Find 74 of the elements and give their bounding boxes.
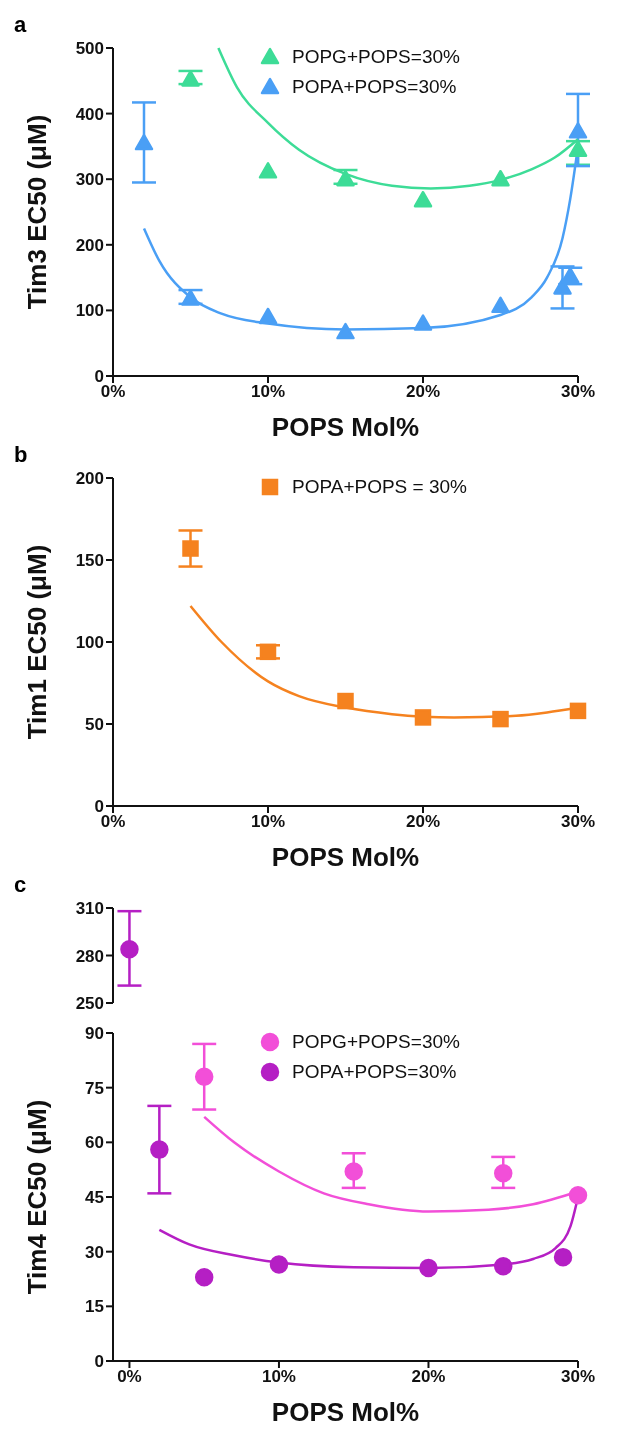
point (259, 643, 277, 661)
chart-title: b (14, 442, 28, 468)
point (493, 1256, 513, 1276)
y-tick-label: 0 (94, 1352, 104, 1372)
y-tick-label: 45 (85, 1188, 104, 1208)
legend-label: POPG+POPS=30% (292, 46, 460, 68)
x-tick-label: 20% (411, 1367, 446, 1387)
point (182, 540, 199, 557)
chart-title: a (14, 12, 27, 38)
point (258, 307, 278, 325)
point (569, 702, 587, 720)
point (194, 1267, 214, 1287)
x-axis-title: POPS Mol% (271, 412, 420, 442)
x-tick-label: 10% (250, 812, 286, 832)
point (491, 169, 510, 187)
legend-label: POPA+POPS=30% (292, 1061, 457, 1083)
point (492, 710, 509, 728)
point (493, 1164, 513, 1183)
y-tick-label: 50 (85, 715, 104, 735)
point (134, 133, 154, 151)
y-tick-label: 300 (75, 170, 104, 190)
y-axis-title: Tim1 EC50 (μM) (22, 544, 53, 740)
point (553, 1247, 573, 1267)
x-tick-label: 0% (100, 812, 126, 832)
point (181, 70, 200, 87)
point (181, 289, 200, 306)
chart-title: c (14, 872, 27, 898)
y-tick-label: 200 (75, 235, 104, 255)
point (258, 162, 278, 179)
point (150, 1140, 169, 1159)
point (414, 709, 432, 726)
x-tick-label: 20% (405, 382, 441, 402)
point (413, 190, 433, 208)
point (568, 140, 588, 157)
point (413, 314, 433, 331)
x-axis-title: POPS Mol% (271, 1397, 420, 1427)
x-tick-label: 10% (261, 1367, 296, 1387)
y-tick-label: 400 (75, 104, 104, 124)
legend-label: POPA+POPS = 30% (292, 476, 467, 498)
y-tick-label: 90 (85, 1024, 104, 1044)
x-tick-label: 30% (560, 1367, 596, 1387)
y-axis-title: Tim3 EC50 (μM) (22, 114, 53, 310)
y-tick-label: 500 (75, 39, 104, 59)
point (419, 1258, 438, 1278)
x-tick-label: 0% (117, 1367, 142, 1387)
y-tick-label: 30 (85, 1242, 104, 1262)
x-tick-label: 0% (100, 382, 126, 402)
point (336, 169, 355, 187)
y-tick-label: 100 (75, 633, 104, 653)
y-tick-label: 310 (75, 899, 104, 919)
point (269, 1255, 289, 1274)
y-axis-title: Tim4 EC50 (μM) (22, 1099, 53, 1295)
y-tick-label: 200 (75, 469, 104, 489)
y-tick-label: 250 (75, 994, 104, 1014)
point (568, 122, 588, 139)
y-tick-label: 15 (85, 1297, 104, 1317)
y-tick-label: 75 (85, 1078, 104, 1098)
y-tick-label: 60 (85, 1133, 104, 1153)
y-tick-label: 280 (75, 946, 104, 966)
x-tick-label: 30% (560, 382, 596, 402)
point (336, 322, 355, 340)
y-tick-label: 150 (75, 551, 104, 571)
point (344, 1162, 363, 1181)
point (491, 296, 510, 314)
point (337, 692, 354, 710)
point (568, 1185, 588, 1205)
legend-label: POPG+POPS=30% (292, 1031, 460, 1053)
y-tick-label: 100 (75, 301, 104, 321)
point (194, 1067, 214, 1086)
x-tick-label: 30% (560, 812, 596, 832)
x-tick-label: 10% (250, 382, 286, 402)
x-tick-label: 20% (405, 812, 441, 832)
legend-label: POPA+POPS=30% (292, 76, 457, 98)
x-axis-title: POPS Mol% (271, 842, 420, 872)
